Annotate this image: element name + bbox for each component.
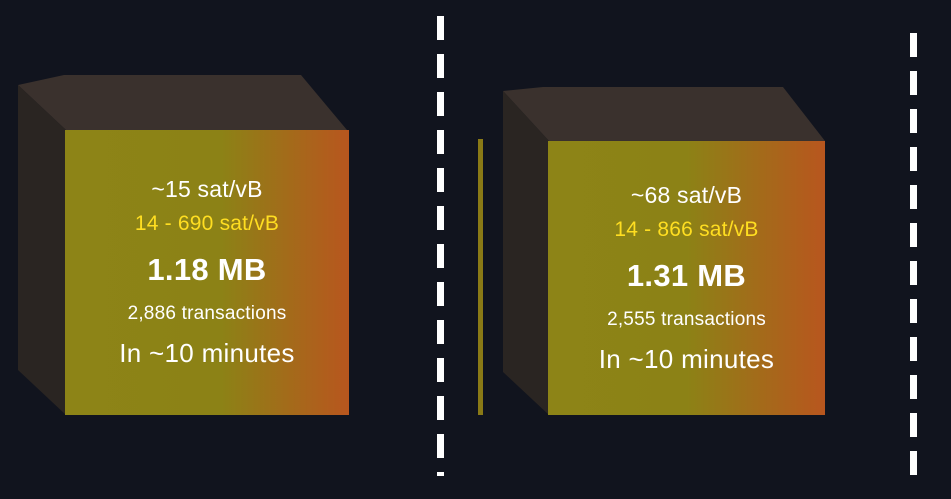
median-fee: ~68 sat/vB — [630, 181, 743, 208]
block-1-front-face: ~15 sat/vB 14 - 690 sat/vB 1.18 MB 2,886… — [65, 130, 349, 415]
block-size: 1.31 MB — [626, 257, 747, 293]
partial-block-edge — [478, 139, 483, 415]
dashed-divider — [910, 33, 917, 476]
fee-range: 14 - 690 sat/vB — [134, 212, 280, 235]
block-2-shading — [503, 87, 825, 415]
estimated-time: In ~10 minutes — [598, 343, 775, 374]
block-1-shading — [18, 75, 347, 415]
projected-block-2[interactable]: ~68 sat/vB 14 - 866 sat/vB 1.31 MB 2,555… — [503, 87, 828, 417]
block-2-front-face: ~68 sat/vB 14 - 866 sat/vB 1.31 MB 2,555… — [548, 141, 825, 415]
block-2-top-face — [503, 87, 825, 141]
estimated-time: In ~10 minutes — [119, 338, 295, 368]
block-size: 1.18 MB — [147, 252, 267, 287]
dashed-divider — [437, 16, 444, 476]
projected-block-1[interactable]: ~15 sat/vB 14 - 690 sat/vB 1.18 MB 2,886… — [18, 75, 350, 417]
transaction-count: 2,555 transactions — [607, 308, 766, 330]
transaction-count: 2,886 transactions — [127, 303, 287, 324]
block-1-top-face — [18, 75, 347, 130]
block-1-side-face — [18, 85, 66, 415]
block-2-side-face — [503, 91, 549, 415]
fee-range: 14 - 866 sat/vB — [614, 217, 759, 241]
median-fee: ~15 sat/vB — [151, 176, 263, 202]
